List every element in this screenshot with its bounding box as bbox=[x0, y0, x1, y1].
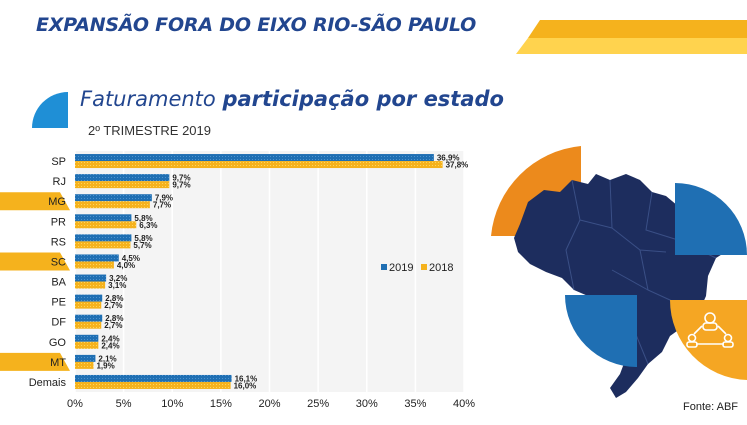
bar-2019 bbox=[75, 234, 132, 242]
legend-swatch-2019 bbox=[381, 264, 387, 270]
data-label: 4,5% bbox=[122, 254, 140, 263]
bar-2018 bbox=[75, 181, 170, 189]
category-highlight bbox=[0, 252, 70, 271]
data-label: 2,8% bbox=[105, 294, 123, 303]
bar-2019 bbox=[75, 274, 107, 282]
bar-2019 bbox=[75, 294, 103, 302]
data-label: 16,0% bbox=[234, 381, 257, 390]
bar-2019 bbox=[75, 254, 119, 262]
bar-2018 bbox=[75, 201, 150, 209]
data-label: 2,4% bbox=[101, 341, 119, 350]
bar-2019 bbox=[75, 334, 99, 342]
category-label: SP bbox=[51, 156, 66, 168]
x-tick-label: 10% bbox=[161, 398, 183, 410]
bar-2018 bbox=[75, 301, 102, 309]
x-tick-label: 40% bbox=[453, 398, 475, 410]
category-label: PE bbox=[51, 297, 66, 309]
bar-2018 bbox=[75, 361, 94, 369]
x-tick-label: 5% bbox=[116, 398, 132, 410]
x-tick-label: 30% bbox=[356, 398, 378, 410]
category-label: MT bbox=[50, 357, 66, 369]
subtitle-bold: participação por estado bbox=[222, 87, 504, 111]
bar-2018 bbox=[75, 381, 231, 389]
subtitle-light: Faturamento bbox=[80, 87, 223, 111]
bar-2018 bbox=[75, 341, 99, 349]
data-label: 3,2% bbox=[109, 274, 127, 283]
data-label: 1,9% bbox=[96, 361, 114, 370]
map-blue-quarter-left bbox=[565, 295, 637, 367]
bar-2019 bbox=[75, 194, 152, 202]
category-label: Demais bbox=[29, 377, 67, 389]
bar-2018 bbox=[75, 221, 137, 229]
category-label: RS bbox=[51, 236, 66, 248]
data-label: 9,7% bbox=[172, 174, 190, 183]
data-label: 4,0% bbox=[117, 261, 135, 270]
x-tick-label: 0% bbox=[67, 398, 83, 410]
x-tick-label: 20% bbox=[258, 398, 280, 410]
bar-2019 bbox=[75, 354, 96, 362]
page-title: EXPANSÃO FORA DO EIXO RIO-SÃO PAULO bbox=[36, 14, 477, 36]
data-label: 3,1% bbox=[108, 281, 126, 290]
x-tick-label: 15% bbox=[210, 398, 232, 410]
bar-2018 bbox=[75, 321, 102, 329]
category-label: MG bbox=[48, 196, 66, 208]
category-label: SC bbox=[51, 256, 66, 268]
data-label: 9,7% bbox=[172, 181, 190, 190]
x-tick-label: 35% bbox=[404, 398, 426, 410]
bar-2019 bbox=[75, 214, 132, 222]
bar-2019 bbox=[75, 374, 232, 382]
bar-2018 bbox=[75, 161, 443, 169]
bar-2019 bbox=[75, 154, 434, 162]
source-note: Fonte: ABF bbox=[683, 401, 739, 413]
data-label: 5,7% bbox=[133, 241, 151, 250]
legend-swatch-2018 bbox=[421, 264, 427, 270]
bar-2018 bbox=[75, 281, 106, 289]
map-blue-quarter-right bbox=[675, 183, 747, 255]
category-label: RJ bbox=[53, 176, 66, 188]
category-label: PR bbox=[51, 216, 66, 228]
category-label: GO bbox=[49, 337, 67, 349]
legend-label: 2018 bbox=[429, 262, 453, 274]
data-label: 36,9% bbox=[437, 154, 460, 163]
x-tick-label: 25% bbox=[307, 398, 329, 410]
period-label: 2º TRIMESTRE 2019 bbox=[88, 123, 211, 138]
header-accent-stripe bbox=[516, 20, 747, 54]
map-orange-quarter-bottom bbox=[670, 300, 747, 380]
data-label: 6,3% bbox=[139, 221, 157, 230]
network-people-icon bbox=[686, 312, 734, 348]
data-label: 2,7% bbox=[104, 321, 122, 330]
chart-subtitle: Faturamento participação por estado bbox=[80, 87, 504, 111]
data-label: 5,8% bbox=[134, 234, 152, 243]
data-label: 16,1% bbox=[235, 374, 258, 383]
category-highlight bbox=[0, 352, 70, 371]
bar-2018 bbox=[75, 241, 131, 249]
data-label: 2,8% bbox=[105, 314, 123, 323]
data-label: 2,1% bbox=[98, 354, 116, 363]
bar-2019 bbox=[75, 314, 103, 322]
data-label: 5,8% bbox=[134, 214, 152, 223]
data-label: 2,7% bbox=[104, 301, 122, 310]
data-label: 7,9% bbox=[155, 194, 173, 203]
data-label: 37,8% bbox=[446, 161, 469, 170]
legend-label: 2019 bbox=[389, 262, 413, 274]
quarter-circle-accent bbox=[32, 92, 68, 128]
data-label: 7,7% bbox=[153, 201, 171, 210]
bar-chart: 0% 5% 10% 15% 20% 25% 30% 35% 40% SP 36,9%37,8% RJ 9… bbox=[0, 151, 475, 410]
category-highlight bbox=[0, 192, 70, 211]
brazil-map-illustration bbox=[491, 146, 747, 398]
data-label: 2,4% bbox=[101, 334, 119, 343]
category-label: BA bbox=[51, 277, 66, 289]
bar-2018 bbox=[75, 261, 114, 269]
category-label: DF bbox=[51, 317, 66, 329]
bar-2019 bbox=[75, 174, 170, 182]
